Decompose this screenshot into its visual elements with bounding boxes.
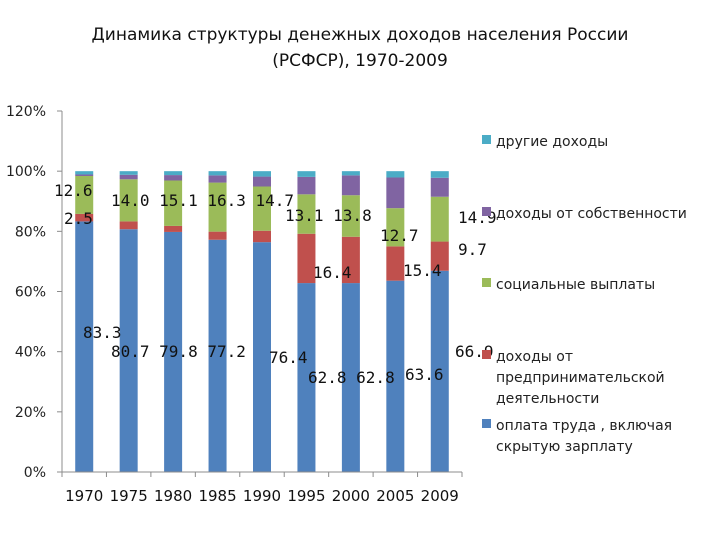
bar-segment xyxy=(386,208,405,247)
bar-segment xyxy=(253,171,271,177)
bar-segment xyxy=(119,229,138,472)
legend-label: другие доходы xyxy=(496,134,608,150)
bar-segment xyxy=(430,177,449,197)
bar-segment xyxy=(75,171,94,175)
y-tick-label: 20% xyxy=(15,405,46,421)
bar-segment xyxy=(430,196,449,242)
bar-segment xyxy=(119,171,138,175)
y-tick-label: 0% xyxy=(24,465,46,481)
y-tick-label: 40% xyxy=(15,345,46,361)
chart-title: Динамика структуры денежных доходов насе… xyxy=(40,22,680,74)
bar-segment xyxy=(208,182,227,232)
bar-segment xyxy=(119,174,138,180)
x-tick-label: 2009 xyxy=(421,487,459,505)
bar-segment xyxy=(386,280,405,472)
data-label: 63.6 xyxy=(405,365,444,384)
bar-segment xyxy=(430,270,449,472)
bar-segment xyxy=(164,225,183,232)
bar-segment xyxy=(75,174,94,176)
bar-segment xyxy=(208,239,227,472)
x-tick-label: 1980 xyxy=(154,487,192,505)
bar-segment xyxy=(341,175,360,196)
x-tick-label: 1990 xyxy=(243,487,281,505)
chart-title-line-2: (РСФСР), 1970-2009 xyxy=(272,51,448,71)
y-tick-label: 100% xyxy=(6,164,46,180)
bar-segment xyxy=(297,283,316,472)
legend-label: доходы от собственности xyxy=(496,206,687,222)
bar-segment xyxy=(430,241,449,271)
legend-swatch xyxy=(482,278,491,287)
x-tick-label: 1985 xyxy=(198,487,236,505)
bar-segment xyxy=(253,230,271,243)
data-label: 83.3 xyxy=(83,323,122,342)
bar-segment xyxy=(75,213,94,222)
bar-segment xyxy=(297,171,316,177)
x-tick-label: 1975 xyxy=(110,487,148,505)
bar-segment xyxy=(341,283,360,472)
data-label: 2.5 xyxy=(64,209,93,228)
bar-segment xyxy=(75,175,94,214)
x-tick-label: 1995 xyxy=(287,487,325,505)
data-label: 9.7 xyxy=(458,240,487,259)
bar-segment xyxy=(386,246,405,281)
bar-segment xyxy=(430,171,449,178)
legend-label: социальные выплаты xyxy=(496,277,655,293)
legend-label: скрытую зарплату xyxy=(496,439,633,455)
data-label: 76.4 xyxy=(269,348,308,367)
data-label: 15.4 xyxy=(403,261,442,280)
y-tick-label: 80% xyxy=(15,224,46,240)
bar-segment xyxy=(386,171,405,178)
x-tick-label: 2005 xyxy=(376,487,414,505)
x-tick-label: 2000 xyxy=(332,487,370,505)
bar-segment xyxy=(164,231,183,472)
bar-segment xyxy=(341,236,360,284)
bar-segment xyxy=(164,171,183,176)
data-label: 14.0 15.1 16.3 14.7 xyxy=(111,191,294,210)
legend-label: доходы от xyxy=(496,349,573,365)
data-label: 16.4 xyxy=(313,263,352,282)
bar-segment xyxy=(208,171,227,176)
data-label: 12.7 xyxy=(380,226,419,245)
bar-segment xyxy=(341,195,360,237)
legend-label: предпринимательской xyxy=(496,370,665,386)
data-label: 13.1 13.8 xyxy=(285,206,372,225)
y-tick-label: 60% xyxy=(15,285,46,301)
bar-segment xyxy=(164,180,183,226)
bar-segment xyxy=(164,175,183,181)
bar-segment xyxy=(208,231,227,240)
bar-segment xyxy=(75,221,94,472)
legend-swatch xyxy=(482,350,491,359)
bar-segment xyxy=(119,221,138,230)
data-label: 12.6 xyxy=(54,181,93,200)
legend-label: оплата труда , включая xyxy=(496,418,672,434)
chart-title-line-1: Динамика структуры денежных доходов насе… xyxy=(91,25,629,45)
y-tick-label: 120% xyxy=(6,104,46,120)
bar-segment xyxy=(253,186,271,231)
legend-swatch xyxy=(482,419,491,428)
bar-segment xyxy=(297,233,316,284)
bar-segment xyxy=(253,242,271,472)
data-label: 80.7 79.8 77.2 xyxy=(111,342,246,361)
legend-label: деятельности xyxy=(496,391,599,407)
legend-swatch xyxy=(482,207,491,216)
x-tick-label: 1970 xyxy=(65,487,103,505)
bar-segment xyxy=(297,194,316,234)
bar-segment xyxy=(253,176,271,187)
bar-segment xyxy=(341,171,360,176)
bar-segment xyxy=(208,175,227,183)
data-label: 62.8 62.8 xyxy=(308,368,395,387)
bar-segment xyxy=(386,177,405,209)
bar-segment xyxy=(297,176,316,195)
legend-swatch xyxy=(482,135,491,144)
bar-segment xyxy=(119,179,138,222)
